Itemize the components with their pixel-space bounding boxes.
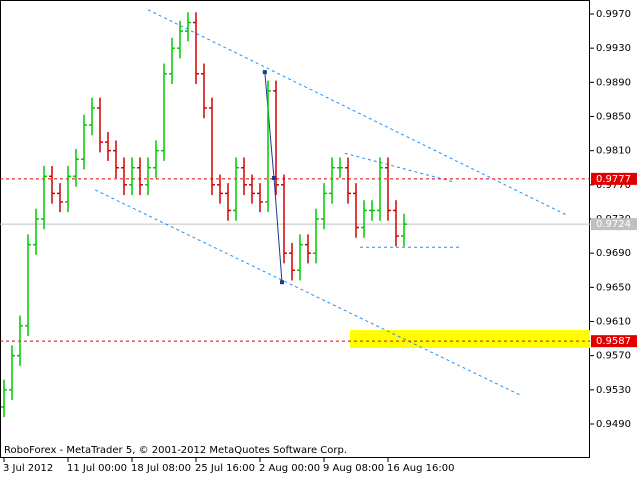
y-tick-label: 0.9890 [596, 77, 631, 88]
y-tick-label: 0.9570 [596, 351, 631, 362]
y-tick-label: 0.9850 [596, 112, 631, 123]
x-tick-label: 18 Jul 08:00 [131, 463, 191, 474]
target-zone [350, 330, 590, 348]
footer: RoboForex - MetaTrader 5, © 2001-2012 Me… [4, 445, 347, 456]
y-tick-label: 0.9810 [596, 146, 631, 157]
trend-line [94, 189, 521, 396]
price-tag-label: 0.9724 [596, 219, 631, 230]
x-tick-label: 16 Aug 16:00 [387, 463, 454, 474]
x-tick-label: 3 Jul 2012 [3, 463, 53, 474]
plot-frame [0, 0, 590, 458]
y-tick-label: 0.9690 [596, 248, 631, 259]
y-tick-label: 0.9930 [596, 43, 631, 54]
x-tick-label: 2 Aug 00:00 [259, 463, 320, 474]
y-tick-label: 0.9970 [596, 9, 631, 20]
price-tag-label: 0.9777 [596, 174, 631, 185]
price-tag-label: 0.9587 [596, 336, 631, 347]
price-tag [591, 335, 637, 348]
zigzag-point [272, 176, 276, 181]
y-tick-label: 0.9610 [596, 317, 631, 328]
y-tick-label: 0.9530 [596, 385, 631, 396]
y-tick-label: 0.9490 [596, 419, 631, 430]
x-tick-label: 11 Jul 00:00 [67, 463, 127, 474]
price-tag [591, 172, 637, 185]
zigzag-point [262, 70, 267, 75]
x-tick-label: 25 Jul 16:00 [195, 463, 255, 474]
zigzag-point [280, 280, 284, 285]
price-tag [591, 218, 637, 231]
y-tick-label: 0.9770 [596, 180, 631, 191]
x-tick-label: 9 Aug 08:00 [323, 463, 384, 474]
trend-line [344, 152, 456, 183]
y-tick-label: 0.9650 [596, 282, 631, 293]
